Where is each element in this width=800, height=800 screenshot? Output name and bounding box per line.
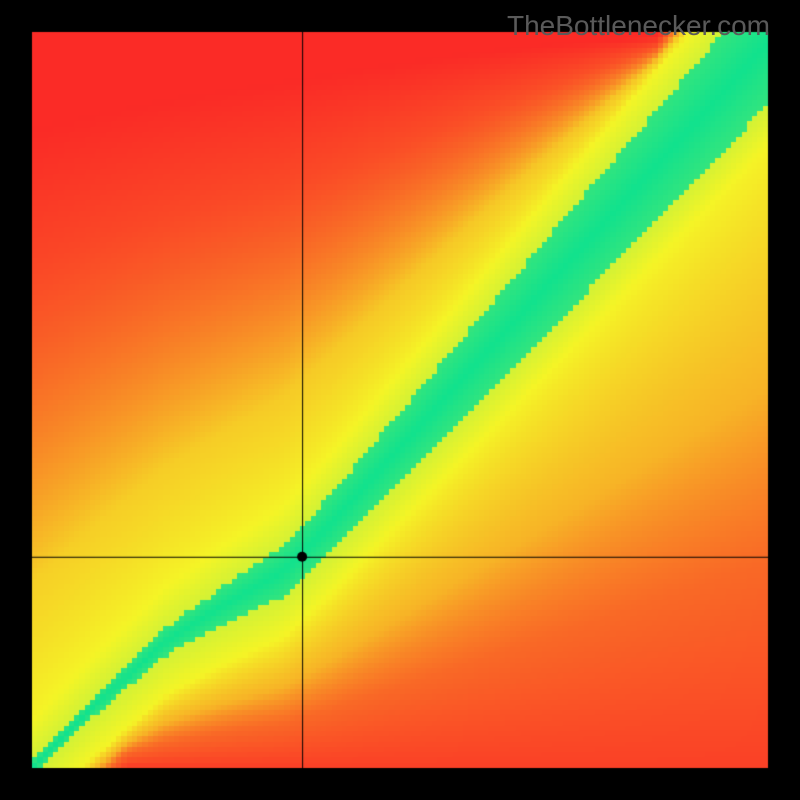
watermark-text: TheBottlenecker.com — [507, 10, 770, 42]
bottleneck-heatmap-canvas — [0, 0, 800, 800]
chart-outer-frame — [0, 0, 800, 800]
